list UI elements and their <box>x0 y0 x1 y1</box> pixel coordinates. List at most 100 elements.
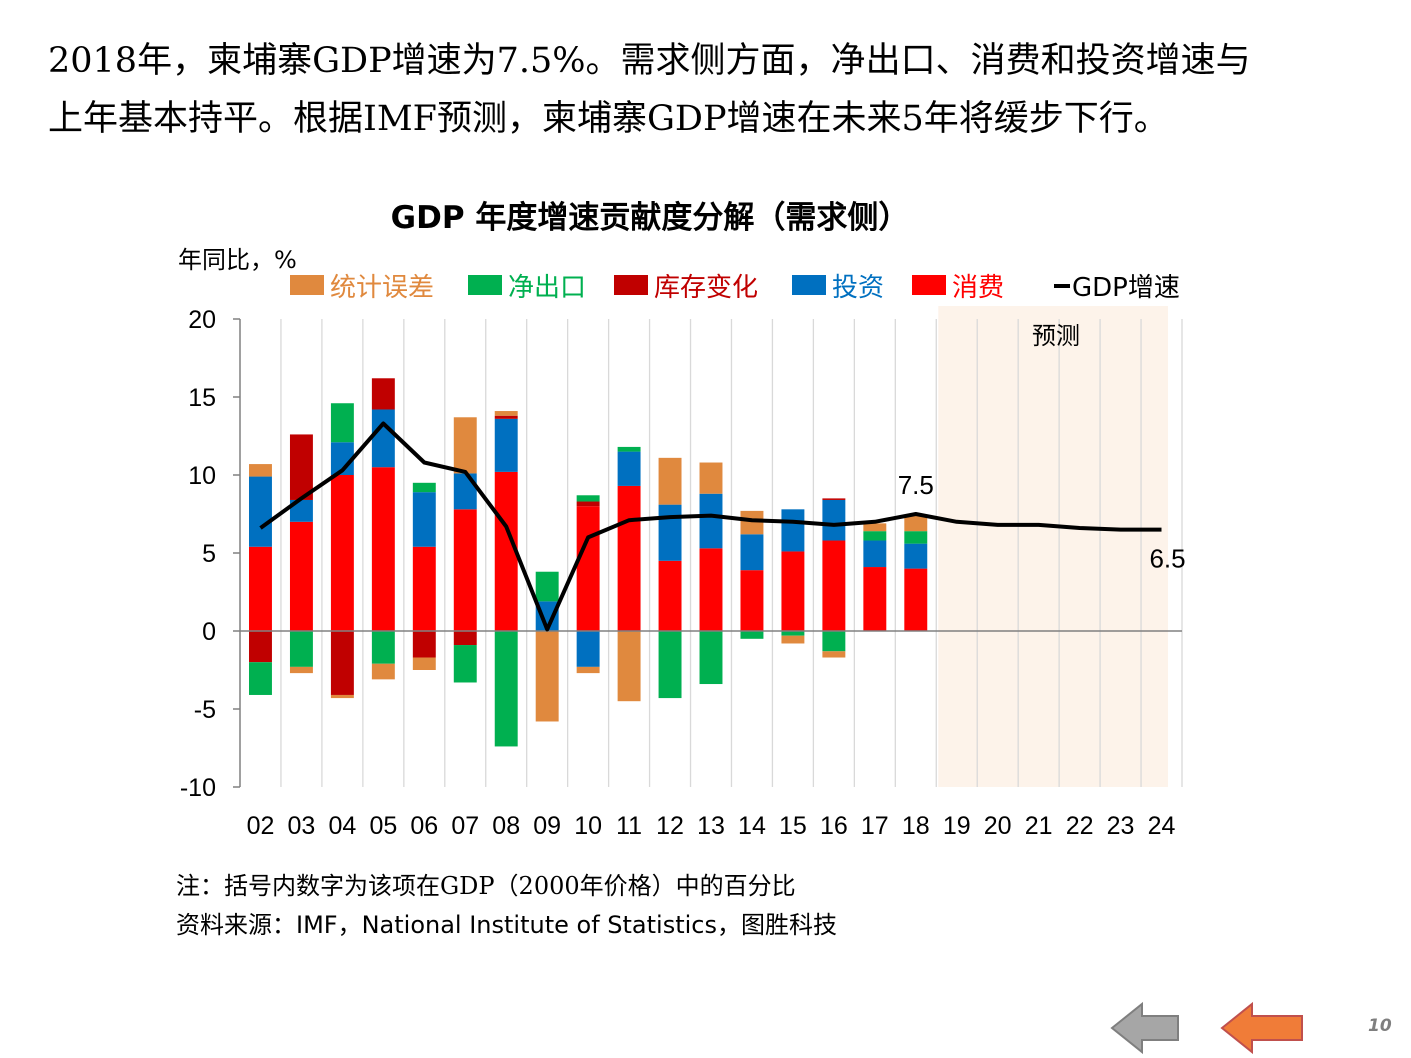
x-tick-label: 18 <box>902 812 930 840</box>
bar-投资-07 <box>453 473 477 510</box>
x-tick-label: 07 <box>451 812 479 840</box>
bar-统计误差-15 <box>781 635 805 644</box>
gdp-contribution-chart: GDP 年度增速贡献度分解（需求侧） 年同比，% 20 15 10 5 0 -5 -10 02 03… <box>178 200 1186 840</box>
bar-消费-03 <box>289 521 313 631</box>
bar-消费-12 <box>658 560 682 631</box>
x-tick-label: 05 <box>369 812 397 840</box>
bar-消费-10 <box>576 506 600 631</box>
bar-统计误差-18 <box>904 515 928 532</box>
slide-heading: 2018年，柬埔寨GDP增速为7.5%。需求侧方面，净出口、消费和投资增速与 上… <box>48 32 1388 148</box>
bar-净出口-18 <box>904 531 928 544</box>
bar-净出口-15 <box>781 631 805 636</box>
chart-note: 注：括号内数字为该项在GDP（2000年价格）中的百分比 <box>176 872 796 900</box>
bar-统计误差-03 <box>289 666 313 674</box>
legend-swatch-库存变化 <box>614 275 648 295</box>
y-tick-label: 10 <box>188 462 216 490</box>
bar-统计误差-14 <box>740 510 764 535</box>
bar-统计误差-06 <box>412 657 436 670</box>
chart-gdp-line <box>259 421 1162 632</box>
bar-净出口-16 <box>822 631 846 652</box>
legend-swatch-净出口 <box>468 275 502 295</box>
y-axis-label: 年同比，% <box>178 246 297 274</box>
chart-axes <box>233 318 1182 788</box>
legend-label-投资: 投资 <box>832 273 884 303</box>
x-tick-label: 22 <box>1066 812 1094 840</box>
y-tick-label: -5 <box>194 696 216 724</box>
bar-统计误差-08 <box>494 411 518 416</box>
bar-净出口-13 <box>699 631 723 685</box>
bar-消费-04 <box>330 475 354 631</box>
annotation-24: 6.5 <box>1149 544 1185 574</box>
bar-投资-12 <box>658 504 682 561</box>
legend-swatch-投资 <box>792 275 826 295</box>
bar-统计误差-09 <box>535 631 559 722</box>
legend-label-净出口: 净出口 <box>508 273 586 303</box>
bar-净出口-02 <box>249 662 272 695</box>
gdp-growth-line <box>259 421 1162 632</box>
bar-消费-18 <box>904 568 928 631</box>
bar-净出口-10 <box>576 495 600 502</box>
x-tick-label: 19 <box>943 812 971 840</box>
bar-投资-04 <box>330 442 354 475</box>
bar-净出口-17 <box>863 531 887 541</box>
bar-消费-14 <box>740 570 764 631</box>
x-tick-label: 11 <box>616 812 642 840</box>
legend-swatch-消费 <box>912 275 946 295</box>
x-tick-label: 23 <box>1107 812 1135 840</box>
bar-统计误差-16 <box>822 651 846 658</box>
x-tick-label: 09 <box>533 812 561 840</box>
bar-消费-08 <box>494 471 518 631</box>
bar-统计误差-13 <box>699 462 723 494</box>
bar-投资-11 <box>617 451 641 486</box>
page-number: 10 <box>1368 1016 1392 1036</box>
y-tick-label: 0 <box>202 618 216 646</box>
bar-统计误差-07 <box>453 417 477 474</box>
bar-消费-16 <box>822 540 846 631</box>
bar-统计误差-12 <box>658 457 682 505</box>
chart-texts: GDP 年度增速贡献度分解（需求侧） 年同比，% 20 15 10 5 0 -5 -10 02 03… <box>178 200 1186 840</box>
chart-gridlines <box>280 319 1183 787</box>
bar-净出口-05 <box>371 631 395 664</box>
x-tick-label: 16 <box>820 812 848 840</box>
bar-统计误差-10 <box>576 666 600 674</box>
bar-投资-10 <box>576 631 600 667</box>
previous-page-arrow-icon[interactable] <box>1108 1000 1208 1056</box>
bar-投资-14 <box>740 534 764 571</box>
bar-库存变化-08 <box>494 415 518 419</box>
bar-库存变化-02 <box>249 631 272 663</box>
bar-投资-09 <box>535 601 559 631</box>
bar-库存变化-06 <box>412 631 436 658</box>
bar-消费-17 <box>863 567 887 631</box>
y-tick-label: 15 <box>188 384 216 412</box>
bar-统计误差-17 <box>863 523 887 532</box>
bar-净出口-06 <box>412 482 436 493</box>
bar-投资-17 <box>863 540 887 568</box>
heading-line-1: 2018年，柬埔寨GDP增速为7.5%。需求侧方面，净出口、消费和投资增速与 <box>48 41 1251 81</box>
x-tick-label: 17 <box>861 812 889 840</box>
x-tick-label: 20 <box>984 812 1012 840</box>
x-tick-label: 24 <box>1148 812 1176 840</box>
x-tick-label: 21 <box>1025 812 1053 840</box>
bar-消费-13 <box>699 548 723 631</box>
bar-消费-07 <box>453 509 477 631</box>
x-tick-label: 13 <box>697 812 725 840</box>
legend-label-统计误差: 统计误差 <box>330 273 434 303</box>
bar-净出口-07 <box>453 645 477 683</box>
bar-消费-06 <box>412 546 436 631</box>
bar-库存变化-05 <box>371 378 395 410</box>
bar-投资-02 <box>249 476 272 547</box>
chart-bars <box>249 378 928 747</box>
bar-投资-08 <box>494 418 518 472</box>
chart-title: GDP 年度增速贡献度分解（需求侧） <box>391 200 910 236</box>
bar-消费-15 <box>781 551 805 631</box>
x-tick-label: 02 <box>247 812 275 840</box>
bar-统计误差-02 <box>249 464 272 477</box>
bar-净出口-04 <box>330 403 354 443</box>
bar-库存变化-10 <box>576 501 600 507</box>
next-page-arrow-icon[interactable] <box>1218 1000 1318 1056</box>
legend-label-消费: 消费 <box>952 273 1004 303</box>
y-tick-label: -10 <box>180 774 216 802</box>
legend-swatch-统计误差 <box>290 275 324 295</box>
bar-净出口-14 <box>740 631 764 639</box>
legend-label-库存变化: 库存变化 <box>654 273 758 303</box>
